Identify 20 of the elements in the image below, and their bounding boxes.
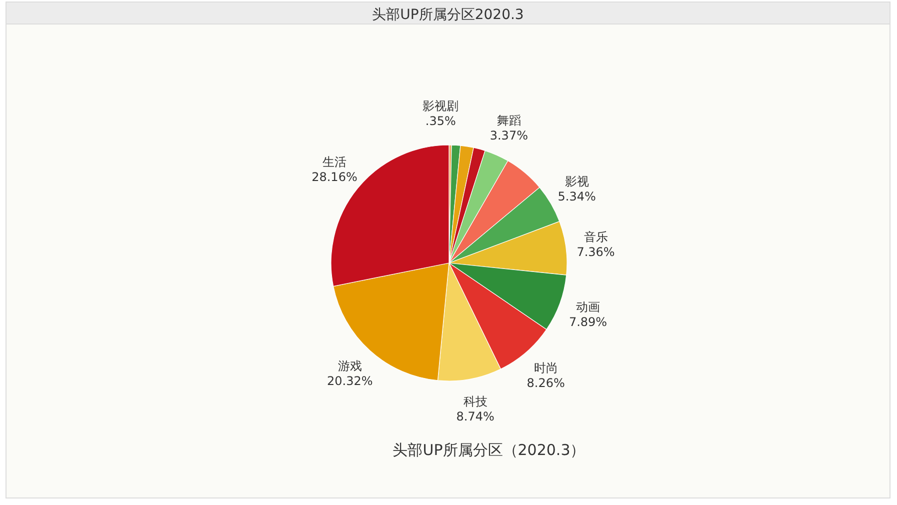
slice-label: 影视 [564, 174, 589, 188]
slice-label: 动画 [576, 300, 600, 314]
data-label: 8.74% [456, 410, 494, 424]
data-label: 5.34% [558, 189, 596, 204]
slice-label: 科技 [463, 394, 488, 409]
data-label: 7.89% [568, 314, 608, 329]
slice-label: 生活 [322, 155, 346, 170]
slice-label: 舞蹈 [496, 114, 521, 128]
slice-label: 游戏 [338, 358, 362, 373]
data-label: 3.37% [490, 128, 528, 143]
slice-label: 时尚 [534, 360, 558, 375]
data-label: 20.32% [326, 374, 373, 388]
data-label: 28.16% [312, 170, 358, 184]
slice-label: 音乐 [584, 230, 608, 244]
text: 头部UP所属分区（2020.3） [392, 441, 586, 459]
chart-title: 头部UP所属分区2020.3 [372, 7, 524, 23]
data-label: 7.36% [576, 244, 615, 259]
slice-label: 影视剧 [422, 99, 459, 114]
data-label: .35% [425, 114, 456, 128]
data-label: 8.26% [526, 376, 565, 390]
